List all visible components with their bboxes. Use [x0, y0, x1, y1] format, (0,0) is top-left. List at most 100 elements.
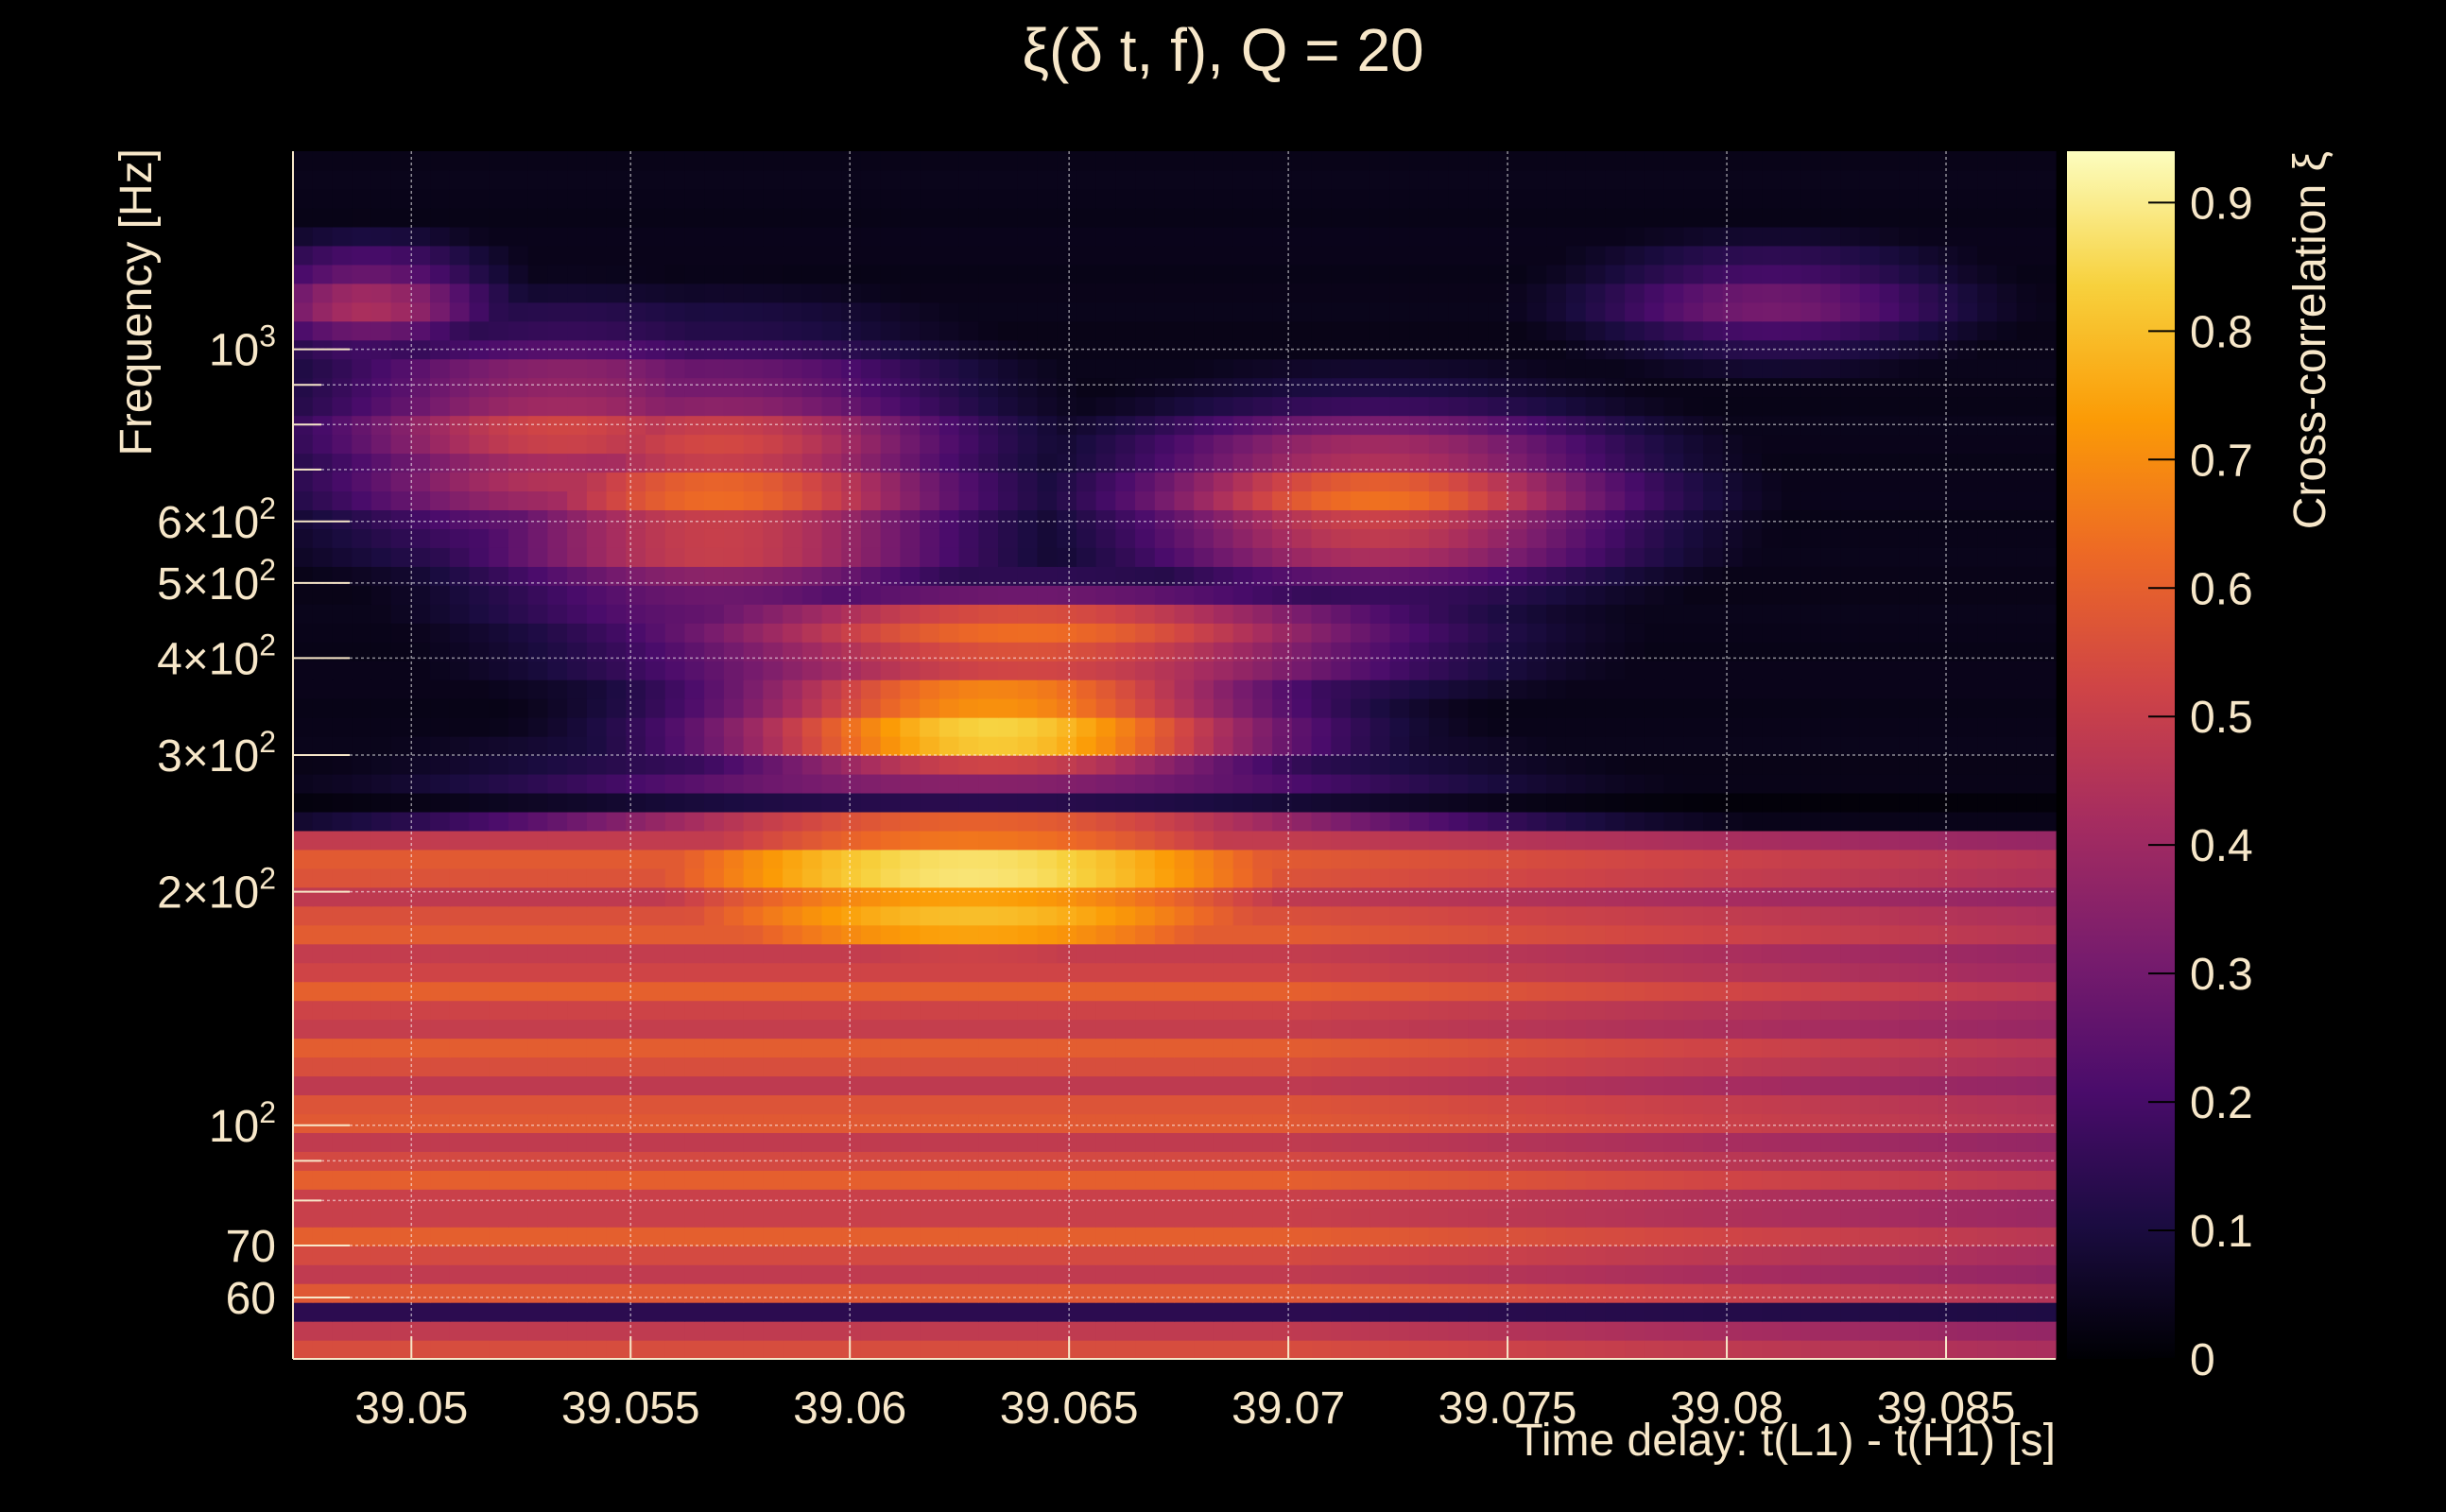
heatmap-cell [1800, 1132, 1821, 1152]
heatmap-cell [664, 1283, 686, 1303]
heatmap-cell [1703, 905, 1724, 926]
heatmap-cell [1331, 604, 1352, 624]
heatmap-cell [1135, 717, 1156, 737]
heatmap-cell [801, 981, 823, 1002]
heatmap-cell [1781, 679, 1802, 699]
heatmap-cell [664, 1302, 686, 1322]
heatmap-cell [1076, 773, 1097, 794]
heatmap-cell [763, 547, 784, 567]
heatmap-cell [352, 905, 372, 926]
heatmap-cell [312, 585, 334, 605]
heatmap-cell [626, 755, 646, 775]
heatmap-cell [1351, 1057, 1371, 1077]
heatmap-cell [1448, 339, 1469, 360]
heatmap-cell [1840, 1094, 1861, 1115]
heatmap-cell [1448, 1113, 1469, 1133]
heatmap-cell [1585, 755, 1606, 775]
heatmap-cell [449, 1170, 471, 1190]
heatmap-cell [1546, 320, 1567, 341]
heatmap-cell [1409, 453, 1430, 473]
heatmap-cell [939, 1208, 960, 1228]
heatmap-cell [1938, 943, 1958, 964]
heatmap-cell [1683, 453, 1704, 473]
heatmap-cell [1781, 547, 1802, 567]
heatmap-cell [586, 792, 608, 813]
heatmap-cell [1703, 1170, 1724, 1190]
heatmap-cell [1762, 924, 1783, 945]
heatmap-cell [1742, 811, 1763, 832]
heatmap-cell [489, 811, 509, 832]
heatmap-cell [508, 1189, 529, 1209]
heatmap-cell [332, 943, 353, 964]
heatmap-cell [293, 1302, 314, 1322]
heatmap-cell [586, 528, 608, 548]
heatmap-cell [1448, 1246, 1469, 1265]
heatmap-cell [1526, 1094, 1547, 1115]
heatmap-cell [684, 1189, 705, 1209]
heatmap-cell [958, 1340, 979, 1360]
heatmap-cell [1351, 566, 1371, 586]
heatmap-cell [1232, 661, 1253, 680]
heatmap-cell [1095, 1075, 1116, 1096]
heatmap-cell [821, 301, 842, 322]
heatmap-cell [1037, 623, 1058, 643]
heatmap-cell [1154, 1170, 1176, 1190]
heatmap-cell [1428, 623, 1450, 643]
heatmap-cell [1272, 1321, 1293, 1341]
heatmap-cell [1057, 943, 1077, 964]
heatmap-cell [821, 1132, 842, 1152]
heatmap-cell [920, 661, 940, 680]
heatmap-cell [1800, 698, 1821, 718]
heatmap-cell [900, 547, 921, 567]
heatmap-cell [1605, 1302, 1626, 1322]
heatmap-cell [332, 415, 353, 436]
heatmap-cell [370, 415, 392, 436]
heatmap-cell [1351, 377, 1371, 398]
heatmap-cell [978, 1057, 999, 1077]
heatmap-cell [1565, 1264, 1587, 1284]
heatmap-cell [743, 377, 764, 398]
heatmap-cell [1389, 1283, 1410, 1303]
heatmap-cell [1017, 1038, 1039, 1058]
heatmap-cell [1899, 415, 1920, 436]
heatmap-cell [1957, 1113, 1978, 1133]
heatmap-cell [978, 1302, 999, 1322]
heatmap-cell [1957, 1132, 1978, 1152]
heatmap-cell [1057, 849, 1077, 869]
heatmap-cell [1918, 1113, 1939, 1133]
heatmap-cell [1428, 585, 1450, 605]
heatmap-cell [312, 1208, 334, 1228]
heatmap-cell [1781, 1246, 1802, 1265]
heatmap-cell [1488, 1000, 1508, 1021]
heatmap-cell [1428, 943, 1450, 964]
heatmap-cell [1135, 509, 1156, 529]
heatmap-cell [1291, 811, 1313, 832]
heatmap-cell [1605, 1264, 1626, 1284]
heatmap-cell [1565, 1132, 1587, 1152]
heatmap-cell [646, 1170, 666, 1190]
heatmap-cell [293, 377, 314, 398]
heatmap-cell [723, 924, 745, 945]
heatmap-cell [1683, 1038, 1704, 1058]
heatmap-cell [704, 679, 725, 699]
heatmap-cell [1232, 849, 1253, 869]
heatmap-cell [939, 528, 960, 548]
heatmap-cell [1742, 1283, 1763, 1303]
heatmap-cell [1585, 830, 1606, 850]
heatmap-cell [1115, 1057, 1136, 1077]
heatmap-cell [1488, 358, 1508, 379]
heatmap-cell [958, 434, 979, 455]
heatmap-cell [1683, 1340, 1704, 1360]
heatmap-cell [1703, 623, 1724, 643]
heatmap-cell [1703, 1094, 1724, 1115]
heatmap-cell [1232, 472, 1253, 492]
heatmap-cell [508, 830, 529, 850]
heatmap-cell [1605, 377, 1626, 398]
heatmap-cell [547, 811, 568, 832]
heatmap-cell [352, 698, 372, 718]
heatmap-cell [1663, 1151, 1684, 1171]
heatmap-cell [370, 736, 392, 756]
heatmap-cell [352, 943, 372, 964]
heatmap-cell [900, 1019, 921, 1040]
heatmap-cell [998, 679, 1019, 699]
